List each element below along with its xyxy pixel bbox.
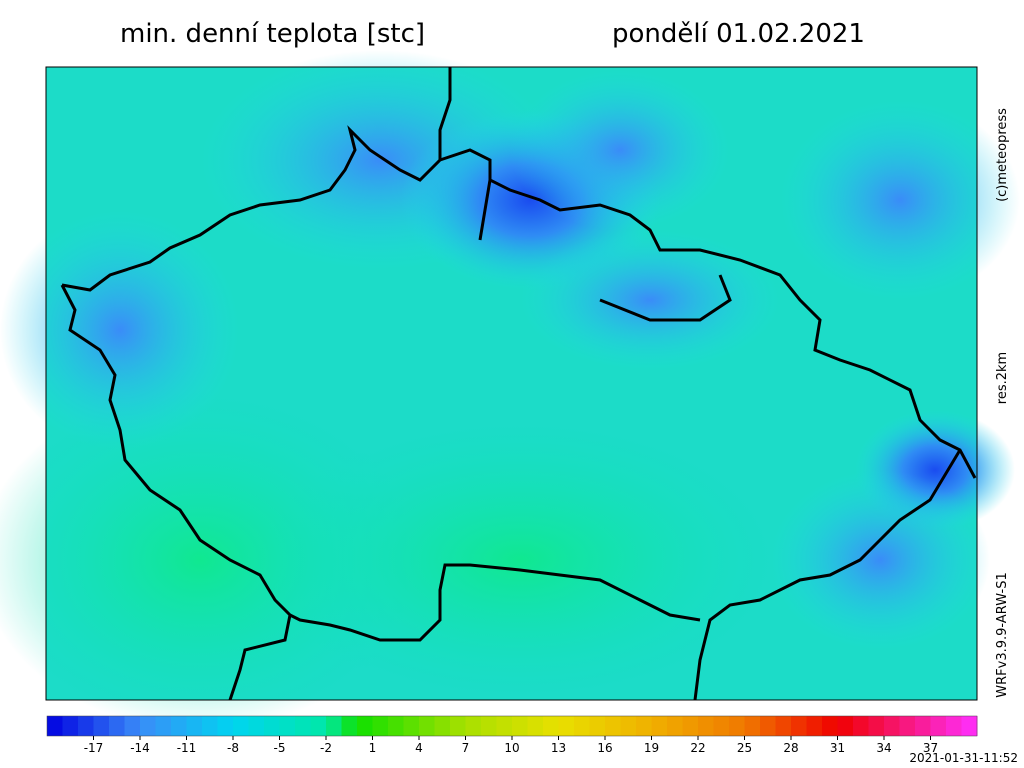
- colorbar-tick-label: 10: [504, 741, 519, 755]
- colorbar-segment: [403, 716, 420, 736]
- colorbar-segment: [667, 716, 683, 736]
- colorbar-segment: [78, 716, 94, 736]
- colorbar-segment: [682, 716, 699, 736]
- colorbar-tick-label: -14: [130, 741, 150, 755]
- map-date: pondělí 01.02.2021: [612, 19, 865, 49]
- colorbar-segment: [605, 716, 621, 736]
- resolution-label: res.2km: [995, 352, 1010, 404]
- colorbar-tick-label: -2: [320, 741, 332, 755]
- colorbar-segment: [295, 716, 311, 736]
- colorbar-segment: [589, 716, 606, 736]
- colorbar-segment: [434, 716, 451, 736]
- colorbar-tick-label: 31: [830, 741, 845, 755]
- colorbar-segment: [853, 716, 869, 736]
- colorbar-tick-label: 13: [551, 741, 566, 755]
- colorbar-tick-label: 19: [644, 741, 659, 755]
- colorbar-segment: [930, 716, 947, 736]
- colorbar-segment: [465, 716, 482, 736]
- colorbar-tick-label: 34: [876, 741, 891, 755]
- colorbar-segment: [946, 716, 962, 736]
- colorbar-segment: [450, 716, 466, 736]
- colorbar-segment: [109, 716, 125, 736]
- border-outline: [60, 67, 977, 701]
- timestamp: 2021-01-31-11:52: [909, 751, 1018, 765]
- colorbar-tick-label: -5: [274, 741, 286, 755]
- colorbar-tick-label: 22: [690, 741, 705, 755]
- colorbar-segment: [419, 716, 435, 736]
- colorbar-segment: [186, 716, 203, 736]
- colorbar-segment: [884, 716, 900, 736]
- colorbar-segment: [248, 716, 265, 736]
- colorbar-tick-label: 7: [462, 741, 470, 755]
- colorbar-segment: [233, 716, 249, 736]
- colorbar-segment: [961, 716, 978, 736]
- map-field: [0, 50, 1020, 730]
- colorbar-segment: [326, 716, 342, 736]
- colorbar: -17 -14 -11 -8 -5 -2 1 4 7 10 13 16 19 22 25 28 31 34 37: [46, 715, 978, 755]
- colorbar-tick-label: -17: [84, 741, 104, 755]
- colorbar-segment: [698, 716, 714, 736]
- colorbar-segment: [729, 716, 745, 736]
- colorbar-segment: [527, 716, 544, 736]
- colorbar-tick-label: 25: [737, 741, 752, 755]
- colorbar-segment: [915, 716, 931, 736]
- colorbar-tick-label: 4: [415, 741, 423, 755]
- colorbar-segment: [806, 716, 823, 736]
- colorbar-segment: [217, 716, 234, 736]
- colorbar-segment: [93, 716, 110, 736]
- colorbar-segment: [791, 716, 807, 736]
- colorbar-segment: [357, 716, 373, 736]
- colorbar-segment: [558, 716, 575, 736]
- copyright-label: (c)meteopress: [995, 108, 1010, 202]
- colorbar-segment: [713, 716, 730, 736]
- colorbar-segment: [140, 716, 156, 736]
- colorbar-segment: [279, 716, 296, 736]
- model-label: WRFv3.9.9-ARW-S1: [995, 572, 1010, 697]
- colorbar-segment: [760, 716, 776, 736]
- colorbar-tick-label: 37: [923, 741, 938, 755]
- colorbar-segment: [868, 716, 885, 736]
- colorbar-segment: [574, 716, 590, 736]
- colorbar-segment: [388, 716, 404, 736]
- colorbar-segment: [310, 716, 327, 736]
- colorbar-segment: [124, 716, 141, 736]
- colorbar-tick-label: -11: [177, 741, 197, 755]
- colorbar-segment: [372, 716, 389, 736]
- colorbar-segment: [202, 716, 218, 736]
- colorbar-segment: [171, 716, 187, 736]
- colorbar-segment: [512, 716, 528, 736]
- colorbar-segment: [744, 716, 761, 736]
- colorbar-segment: [543, 716, 559, 736]
- colorbar-segment: [899, 716, 916, 736]
- map-title: min. denní teplota [stc]: [120, 19, 425, 49]
- colorbar-tick-label: 1: [369, 741, 377, 755]
- colorbar-tick-label: -8: [227, 741, 239, 755]
- colorbar-segment: [651, 716, 668, 736]
- colorbar-tick-label: 28: [783, 741, 798, 755]
- colorbar-tick-label: 16: [597, 741, 612, 755]
- colorbar-segment: [496, 716, 513, 736]
- colorbar-segment: [264, 716, 280, 736]
- colorbar-segment: [620, 716, 637, 736]
- colorbar-segment: [775, 716, 792, 736]
- colorbar-segment: [155, 716, 172, 736]
- colorbar-segment: [47, 716, 63, 736]
- colorbar-segment: [837, 716, 854, 736]
- colorbar-segment: [341, 716, 358, 736]
- colorbar-segment: [62, 716, 79, 736]
- colorbar-segment: [481, 716, 497, 736]
- colorbar-segment: [636, 716, 652, 736]
- colorbar-segment: [822, 716, 838, 736]
